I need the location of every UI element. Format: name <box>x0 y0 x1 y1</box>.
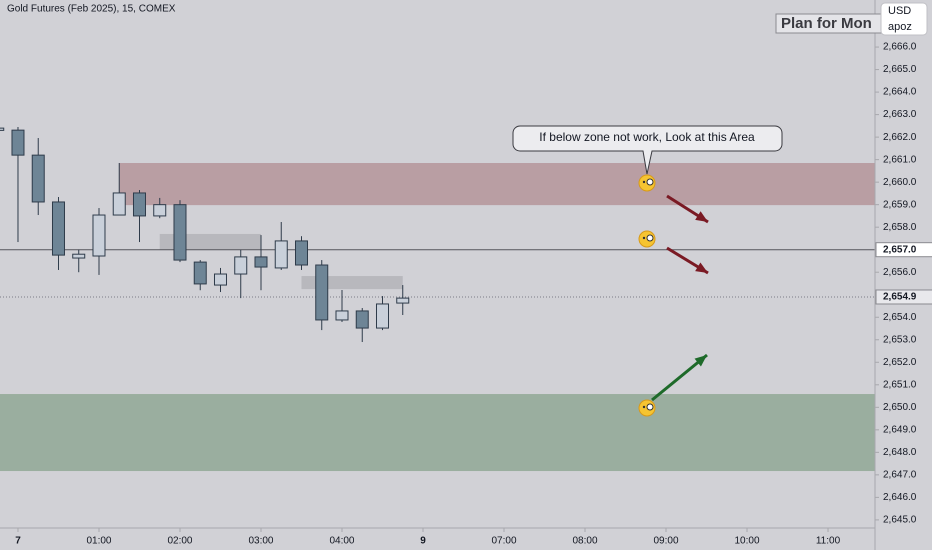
price-label-box <box>875 242 932 258</box>
currency-box[interactable] <box>880 2 928 36</box>
candle-body <box>132 192 146 217</box>
y-tick-label: 2,654.0 <box>883 312 917 323</box>
y-tick-label: 2,658.0 <box>883 222 917 233</box>
plot-area: If below zone not work, Look at this Are… <box>0 125 875 472</box>
arrow-head <box>695 262 708 273</box>
candle-body <box>375 303 389 329</box>
y-tick-label: 2,662.0 <box>883 132 917 143</box>
x-tick-label: 01:00 <box>86 536 111 547</box>
y-tick-label: 2,647.0 <box>883 470 917 481</box>
candle-body <box>274 240 288 269</box>
candle-body <box>315 264 329 321</box>
y-tick-label: 2,645.0 <box>883 515 917 526</box>
emoji-eye <box>646 403 654 411</box>
price-label: 2,657.0 <box>883 244 917 255</box>
banner: Plan for Mon <box>781 15 872 32</box>
zone <box>0 394 875 472</box>
zone <box>119 163 875 206</box>
x-tick-label: 10:00 <box>734 536 759 547</box>
candle-body <box>173 204 187 261</box>
candle-body <box>396 297 410 304</box>
scale-button[interactable]: apoz <box>888 21 912 33</box>
candle-body <box>294 240 308 266</box>
arrow-head <box>694 355 707 367</box>
candle-body <box>213 273 227 286</box>
x-tick-label: 7 <box>15 536 21 547</box>
y-tick-label: 2,652.0 <box>883 357 917 368</box>
candle-body <box>51 201 65 256</box>
y-tick-label: 2,659.0 <box>883 199 917 210</box>
y-tick-label: 2,661.0 <box>883 154 917 165</box>
x-tick-label: 03:00 <box>248 536 273 547</box>
x-tick-label: 02:00 <box>167 536 192 547</box>
emoji-eye <box>646 234 654 242</box>
emoji-eye <box>642 180 646 184</box>
emoji-eye <box>642 405 646 409</box>
candle-body <box>0 127 5 131</box>
x-tick-label: 08:00 <box>572 536 597 547</box>
emoji-eye <box>646 178 654 186</box>
arrow-head <box>695 211 708 222</box>
emoji-eye <box>642 236 646 240</box>
y-tick-label: 2,663.0 <box>883 109 917 120</box>
candle-body <box>335 310 349 321</box>
annotation: If below zone not work, Look at this Are… <box>539 130 755 144</box>
y-tick-label: 2,666.0 <box>883 42 917 53</box>
x-tick-label: 09:00 <box>653 536 678 547</box>
price-label: 2,654.9 <box>883 292 917 303</box>
candle-body <box>72 253 86 259</box>
candle-body <box>112 192 126 216</box>
currency-button[interactable]: USD <box>888 5 911 17</box>
candle-body <box>355 310 369 329</box>
x-tick-label: 9 <box>420 536 426 547</box>
y-tick-label: 2,656.0 <box>883 267 917 278</box>
y-tick-label: 2,664.0 <box>883 87 917 98</box>
y-tick-label: 2,653.0 <box>883 334 917 345</box>
price-label-box <box>875 289 932 305</box>
y-tick-label: 2,650.0 <box>883 402 917 413</box>
y-tick-label: 2,646.0 <box>883 492 917 503</box>
y-tick-label: 2,649.0 <box>883 424 917 435</box>
candle-body <box>254 256 268 268</box>
y-tick-label: 2,660.0 <box>883 177 917 188</box>
candle-body <box>31 154 45 203</box>
x-tick-label: 07:00 <box>491 536 516 547</box>
candle-body <box>153 204 167 217</box>
candle-body <box>193 261 207 285</box>
candle-body <box>234 256 248 275</box>
y-tick-label: 2,651.0 <box>883 379 917 390</box>
x-tick-label: 11:00 <box>816 536 841 547</box>
x-tick-label: 04:00 <box>329 536 354 547</box>
candle-body <box>11 129 25 156</box>
y-tick-label: 2,665.0 <box>883 64 917 75</box>
y-tick-label: 2,648.0 <box>883 447 917 458</box>
chart-title: Gold Futures (Feb 2025), 15, COMEX <box>7 4 176 15</box>
candle-body <box>92 214 106 257</box>
callout-box <box>512 125 783 175</box>
